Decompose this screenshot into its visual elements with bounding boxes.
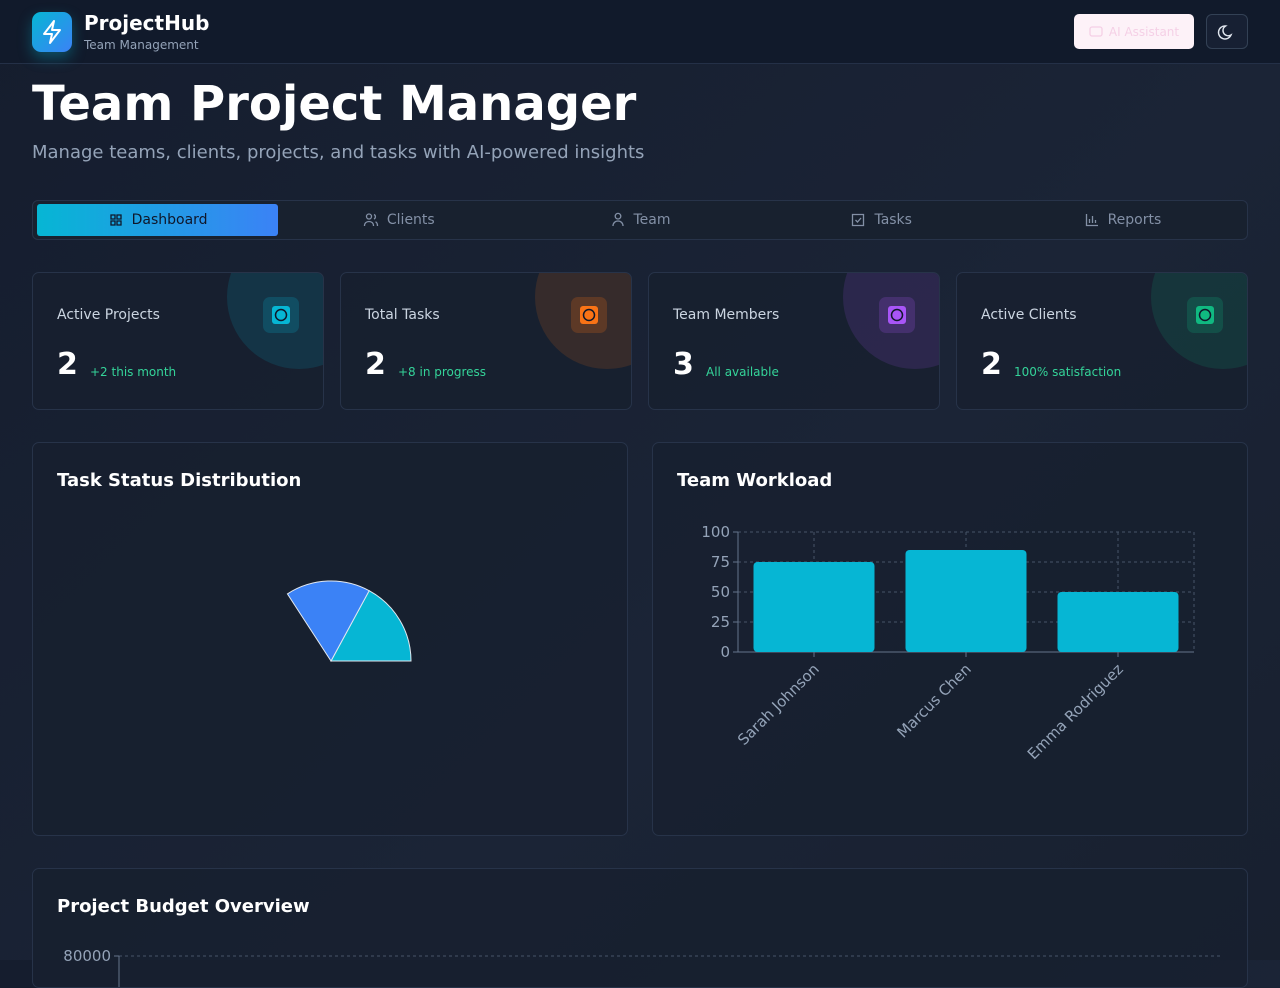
- workload-chart-card: Team Workload 0 25 50 75 100 Sarah Johnson Mar…: [652, 442, 1248, 836]
- tab-icon: [109, 214, 122, 226]
- tab-label: Team: [633, 212, 671, 228]
- tab-label: Reports: [1107, 212, 1162, 228]
- stat-label: Active Clients: [981, 307, 1077, 323]
- tab-icon-path: [611, 212, 624, 227]
- stat-icon-graphic: [272, 306, 290, 324]
- stat-icon-graphic: [1196, 306, 1214, 324]
- header: ProjectHub Team Management AI Assistant: [0, 0, 1280, 64]
- tab-icon: [1085, 214, 1098, 227]
- y-tick-label: 100: [701, 523, 730, 541]
- stat-icon: [571, 297, 607, 333]
- stat-icon-graphic: [580, 306, 598, 324]
- budget-chart: 80000: [63, 947, 1223, 987]
- task-chart-card: Task Status Distribution: [32, 442, 628, 836]
- chart-title: Project Budget Overview: [57, 896, 310, 917]
- stat-note: +2 this month: [90, 365, 177, 379]
- chart-title: Team Workload: [677, 470, 833, 491]
- logo-icon: [43, 20, 61, 44]
- chart-title: Task Status Distribution: [57, 470, 302, 491]
- stat-value: 2: [365, 347, 386, 382]
- stat-icon: [1187, 297, 1223, 333]
- y-tick-label: 75: [711, 553, 730, 571]
- stat-icon-shape: [272, 306, 290, 324]
- stat-value: 2: [57, 347, 78, 382]
- bar: [1057, 592, 1179, 652]
- y-tick-label: 0: [720, 643, 730, 661]
- stat-value: 2: [981, 347, 1002, 382]
- bar: [753, 562, 875, 652]
- stat-note: All available: [706, 365, 779, 379]
- pie-slice: [330, 590, 412, 662]
- stat-label: Total Tasks: [365, 307, 440, 323]
- pie-slice: [286, 580, 370, 662]
- stat-note: 100% satisfaction: [1014, 365, 1122, 379]
- stat-icon-shape: [580, 306, 598, 324]
- stat-icon-shape: [888, 306, 906, 324]
- tab[interactable]: Reports: [1002, 204, 1243, 236]
- stat-card: Active Projects 2 +2 this month: [32, 272, 324, 410]
- pie-chart: [286, 580, 412, 662]
- ai-assistant-button[interactable]: AI Assistant: [1074, 14, 1194, 49]
- x-tick-label: Sarah Johnson: [734, 660, 823, 749]
- ai-icon: [1089, 25, 1103, 37]
- stat-icon-detail: [274, 308, 288, 322]
- y-tick-label: 50: [711, 583, 730, 601]
- tab-label: Tasks: [874, 212, 912, 228]
- tab-icon-path: [852, 213, 865, 227]
- page-subtitle: Manage teams, clients, projects, and tas…: [32, 142, 645, 163]
- tab-bar: Dashboard Clients Team Tasks Reports: [32, 200, 1248, 240]
- y-tick-label: 80000: [63, 947, 111, 965]
- bar-chart: 0 25 50 75 100 Sarah Johnson Marcus Chen Emma R…: [701, 523, 1195, 763]
- moon-icon: [1217, 25, 1233, 40]
- page-title: Team Project Manager: [32, 76, 637, 132]
- logo: [32, 12, 72, 52]
- stat-icon: [263, 297, 299, 333]
- budget-chart-card: Project Budget Overview 80000: [32, 868, 1248, 988]
- brand: ProjectHub: [84, 11, 210, 35]
- stat-icon-detail: [582, 308, 596, 322]
- stat-icon-detail: [890, 308, 904, 322]
- tab-icon: [363, 213, 379, 227]
- stat-icon: [879, 297, 915, 333]
- stat-card: Active Clients 2 100% satisfaction: [956, 272, 1248, 410]
- stat-label: Team Members: [673, 307, 780, 323]
- tab[interactable]: Clients: [278, 204, 519, 236]
- tab[interactable]: Dashboard: [37, 204, 279, 236]
- tab-icon: [611, 212, 624, 227]
- ai-button-label: AI Assistant: [1108, 24, 1180, 39]
- stat-icon-shape: [1196, 306, 1214, 324]
- stat-icon-detail: [1198, 308, 1212, 322]
- stat-icon-graphic: [888, 306, 906, 324]
- x-tick-label: Marcus Chen: [893, 660, 974, 741]
- tab-icon-path: [363, 213, 379, 227]
- tab[interactable]: Tasks: [761, 204, 1002, 236]
- tab-icon: [852, 213, 865, 227]
- stat-card: Total Tasks 2 +8 in progress: [340, 272, 632, 410]
- y-tick-label: 25: [711, 613, 730, 631]
- theme-toggle[interactable]: [1206, 14, 1248, 49]
- x-tick-label: Emma Rodriguez: [1024, 660, 1127, 763]
- stat-card: Team Members 3 All available: [648, 272, 940, 410]
- stat-value: 3: [673, 347, 694, 382]
- bar: [905, 550, 1027, 652]
- tab-label: Clients: [386, 212, 435, 228]
- tab-label: Dashboard: [131, 212, 208, 228]
- tab[interactable]: Team: [519, 204, 760, 236]
- stat-note: +8 in progress: [398, 365, 487, 379]
- stat-label: Active Projects: [57, 307, 160, 323]
- tab-icon-path: [1085, 214, 1098, 227]
- tagline: Team Management: [84, 38, 199, 52]
- tab-icon-path: [109, 214, 122, 226]
